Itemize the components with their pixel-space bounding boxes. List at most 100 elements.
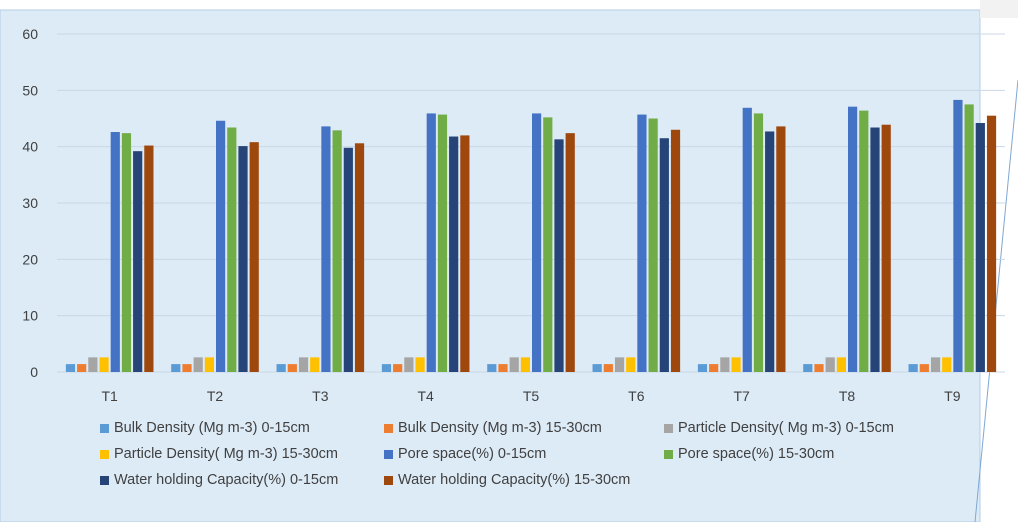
bar-t7-series-8 bbox=[776, 126, 786, 372]
bar-t4-series-3 bbox=[404, 357, 414, 372]
legend-item: Pore space(%) 0-15cm bbox=[384, 446, 650, 462]
bar-t8-series-4 bbox=[836, 357, 846, 372]
legend-swatch bbox=[664, 449, 673, 459]
legend-swatch bbox=[100, 475, 109, 485]
x-tick-label: T2 bbox=[207, 388, 224, 404]
y-tick-label: 40 bbox=[22, 139, 38, 155]
bar-t8-series-3 bbox=[825, 357, 835, 372]
chart-area bbox=[0, 9, 981, 522]
bar-t5-series-7 bbox=[554, 139, 564, 372]
bar-t7-series-5 bbox=[742, 107, 752, 373]
legend-label: Pore space(%) 15-30cm bbox=[678, 446, 835, 462]
bar-t9-series-1 bbox=[908, 364, 918, 372]
x-tick-label: T9 bbox=[944, 388, 961, 404]
bar-t1-series-5 bbox=[110, 132, 120, 372]
bar-t3-series-7 bbox=[343, 147, 353, 372]
bar-t6-series-4 bbox=[626, 357, 636, 372]
bar-t9-series-2 bbox=[919, 364, 929, 372]
legend-swatch bbox=[664, 423, 673, 433]
bar-t8-series-8 bbox=[881, 124, 891, 372]
legend-label: Water holding Capacity(%) 15-30cm bbox=[398, 472, 631, 488]
top-right-tab bbox=[980, 0, 1018, 18]
bar-t6-series-3 bbox=[614, 357, 625, 372]
x-tick-label: T3 bbox=[312, 388, 329, 404]
legend-swatch bbox=[100, 423, 109, 433]
bar-t4-series-6 bbox=[437, 114, 448, 372]
bar-t2-series-8 bbox=[249, 142, 259, 372]
bars bbox=[65, 99, 997, 373]
legend-label: Particle Density( Mg m-3) 0-15cm bbox=[678, 420, 894, 436]
legend: Bulk Density (Mg m-3) 0-15cm Bulk Density… bbox=[100, 420, 980, 488]
bar-t3-series-4 bbox=[310, 357, 320, 372]
x-tick-label: T4 bbox=[417, 388, 434, 404]
bar-t6-series-7 bbox=[659, 138, 669, 372]
bar-t5-series-3 bbox=[509, 357, 519, 372]
y-tick-label: 50 bbox=[22, 82, 38, 98]
bar-t8-series-7 bbox=[870, 127, 880, 372]
x-axis-ticks: T1 T2 T3 T4 T5 T6 T7 T8 T9 bbox=[101, 388, 960, 404]
bar-t9-series-8 bbox=[986, 115, 997, 373]
x-tick-label: T5 bbox=[523, 388, 540, 404]
y-tick-label: 10 bbox=[22, 308, 38, 324]
bar-t5-series-4 bbox=[520, 357, 530, 372]
legend-item: Bulk Density (Mg m-3) 0-15cm bbox=[100, 420, 370, 436]
bar-t3-series-6 bbox=[332, 130, 342, 372]
legend-swatch bbox=[100, 449, 109, 459]
bar-t5-series-6 bbox=[543, 117, 553, 373]
bar-t1-series-4 bbox=[99, 357, 109, 372]
bar-t1-series-7 bbox=[133, 151, 143, 372]
bar-t7-series-7 bbox=[765, 131, 775, 372]
legend-swatch bbox=[384, 475, 393, 485]
bar-t8-series-2 bbox=[814, 364, 824, 372]
legend-label: Bulk Density (Mg m-3) 0-15cm bbox=[114, 420, 310, 436]
bar-t4-series-4 bbox=[415, 357, 425, 372]
y-tick-label: 0 bbox=[30, 364, 38, 380]
bar-t7-series-6 bbox=[753, 113, 764, 373]
bar-t7-series-1 bbox=[697, 364, 708, 372]
legend-item: Pore space(%) 15-30cm bbox=[664, 446, 834, 462]
bar-t8-series-1 bbox=[803, 364, 813, 372]
decorative-diagonal-line bbox=[974, 79, 1018, 522]
bar-t1-series-3 bbox=[88, 357, 98, 372]
legend-label: Particle Density( Mg m-3) 15-30cm bbox=[114, 446, 338, 462]
bar-t2-series-4 bbox=[204, 357, 214, 372]
bar-t2-series-5 bbox=[216, 120, 226, 372]
x-tick-label: T1 bbox=[101, 388, 118, 404]
legend-item: Bulk Density (Mg m-3) 15-30cm bbox=[384, 420, 650, 436]
bar-t4-series-1 bbox=[381, 364, 392, 372]
bar-t4-series-2 bbox=[393, 364, 403, 372]
bar-t3-series-2 bbox=[287, 364, 297, 372]
bar-t6-series-6 bbox=[648, 118, 658, 372]
y-tick-label: 20 bbox=[22, 251, 38, 267]
bar-t4-series-7 bbox=[449, 136, 459, 372]
bar-t2-series-3 bbox=[193, 357, 203, 372]
bar-t9-series-7 bbox=[975, 123, 985, 372]
bar-t4-series-8 bbox=[460, 135, 470, 372]
bar-t4-series-5 bbox=[426, 113, 436, 373]
bar-t9-series-5 bbox=[953, 99, 963, 372]
x-tick-label: T8 bbox=[839, 388, 856, 404]
x-tick-label: T6 bbox=[628, 388, 645, 404]
bar-t3-series-5 bbox=[321, 126, 331, 372]
bar-t5-series-8 bbox=[565, 133, 575, 372]
bar-t5-series-2 bbox=[498, 364, 508, 372]
bar-t5-series-1 bbox=[487, 364, 497, 372]
legend-swatch bbox=[384, 423, 393, 433]
bar-t7-series-2 bbox=[709, 364, 719, 372]
bar-t1-series-2 bbox=[77, 364, 87, 372]
x-tick-label: T7 bbox=[733, 388, 750, 404]
legend-swatch bbox=[384, 449, 393, 459]
legend-item: Particle Density( Mg m-3) 15-30cm bbox=[100, 446, 370, 462]
y-tick-label: 30 bbox=[22, 195, 38, 211]
bar-t6-series-2 bbox=[603, 364, 613, 372]
bar-t9-series-3 bbox=[930, 357, 941, 372]
bar-t8-series-5 bbox=[848, 106, 858, 373]
bar-t3-series-1 bbox=[276, 364, 286, 372]
bar-t9-series-4 bbox=[942, 357, 952, 372]
legend-label: Pore space(%) 0-15cm bbox=[398, 446, 547, 462]
bar-t7-series-4 bbox=[731, 357, 741, 372]
bar-t3-series-8 bbox=[354, 143, 365, 372]
bar-t9-series-6 bbox=[964, 104, 974, 373]
bar-t2-series-2 bbox=[182, 364, 192, 372]
legend-label: Bulk Density (Mg m-3) 15-30cm bbox=[398, 420, 602, 436]
